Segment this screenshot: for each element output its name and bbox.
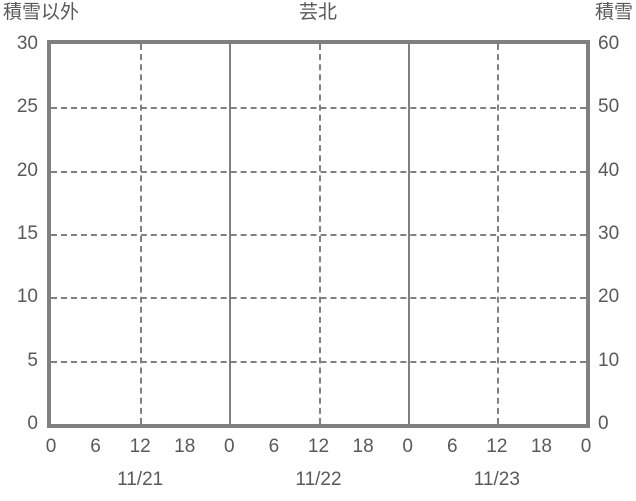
x-tick-label: 6 — [446, 436, 458, 457]
y-tick-label-left: 30 — [16, 33, 38, 54]
y-tick-label-left: 25 — [16, 96, 38, 118]
gridline-vertical-day-boundary — [229, 44, 232, 424]
y-tick-label-right: 40 — [598, 159, 620, 181]
x-tick-label: 18 — [530, 436, 552, 457]
y-tick-label-right: 10 — [598, 349, 620, 371]
y-tick-label-left: 15 — [16, 223, 38, 244]
gridline-vertical-day-boundary — [407, 44, 410, 424]
x-tick-label: 12 — [307, 436, 330, 457]
plot-area — [47, 40, 590, 428]
gridline-vertical-midday — [318, 44, 321, 424]
x-tick-label: 6 — [268, 436, 280, 457]
x-tick-label: 0 — [402, 436, 413, 457]
y-tick-label-left: 10 — [16, 286, 38, 308]
x-tick-label: 18 — [352, 436, 374, 457]
x-tick-label: 0 — [45, 436, 57, 457]
x-tick-label: 0 — [224, 436, 235, 457]
right-axis-header: 積雪 — [594, 2, 633, 23]
x-date-label: 11/21 — [117, 469, 164, 490]
y-tick-label-right: 60 — [598, 33, 620, 54]
x-tick-label: 12 — [486, 436, 508, 457]
x-tick-label: 0 — [580, 436, 592, 457]
y-axis-left-ticks: 0 5 10 15 20 25 30 — [0, 0, 38, 501]
x-date-label: 11/22 — [295, 469, 342, 490]
x-tick-label: 6 — [90, 436, 101, 457]
gridline-vertical-midday — [496, 44, 499, 424]
y-tick-label-right: 50 — [598, 96, 620, 118]
plot-canvas — [51, 44, 586, 424]
gridline-vertical-midday — [140, 44, 143, 424]
x-tick-label: 18 — [174, 436, 196, 457]
x-date-label: 11/23 — [473, 469, 520, 490]
x-tick-label: 12 — [129, 436, 151, 457]
y-tick-label-right: 20 — [598, 286, 620, 308]
y-tick-label-left: 0 — [27, 413, 38, 434]
y-axis-right-ticks: 0 10 20 30 40 50 60 — [598, 0, 636, 501]
y-tick-label-left: 20 — [16, 159, 38, 181]
left-axis-header: 積雪以外 — [3, 2, 80, 23]
y-tick-label-right: 0 — [598, 413, 609, 434]
y-tick-label-left: 5 — [27, 349, 38, 371]
y-tick-label-right: 30 — [598, 223, 620, 244]
chart-title: 芸北 — [298, 2, 337, 23]
